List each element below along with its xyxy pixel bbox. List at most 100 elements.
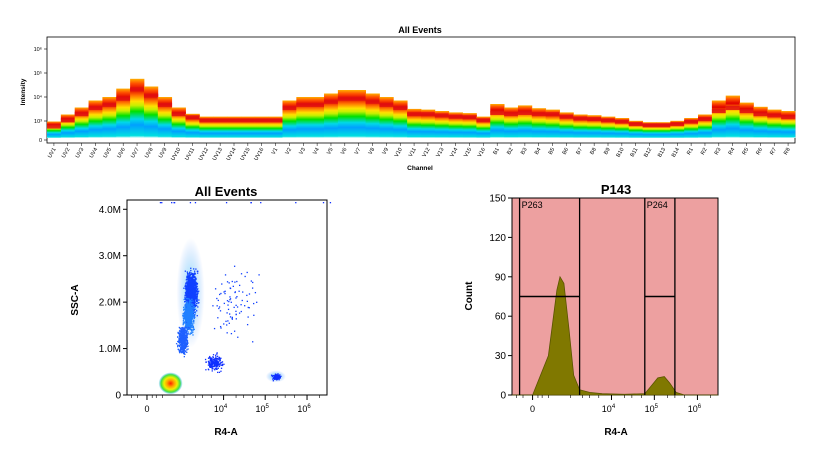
spectrum-y-tick-label: 0 (39, 138, 42, 144)
scatter-event (186, 342, 189, 344)
scatter-event (226, 312, 228, 314)
scatter-event (216, 364, 219, 367)
scatter-event (254, 291, 257, 294)
scatter-event (182, 331, 184, 333)
scatter-event (192, 294, 194, 296)
scatter-event (193, 304, 195, 307)
spectrum-bar-v12 (421, 109, 436, 138)
scatter-event (228, 282, 230, 284)
scatter-event (194, 293, 196, 295)
scatter-event (187, 281, 189, 284)
scatter-event (188, 300, 191, 303)
scatter-event (190, 300, 192, 303)
scatter-event (184, 350, 186, 352)
scatter-event (183, 329, 186, 331)
scatter-event (186, 305, 188, 307)
scatter-event (190, 293, 193, 295)
scatter-event (220, 327, 222, 329)
scatter-event (186, 308, 188, 310)
scatter-event (190, 313, 192, 315)
spectrum-bar-r8 (781, 111, 796, 138)
scatter-event (187, 308, 190, 310)
scatter-event (184, 284, 187, 286)
scatter-event (232, 285, 234, 288)
spectrum-bar-r5 (739, 102, 754, 138)
scatter-event (215, 362, 217, 364)
scatter-event (183, 315, 185, 317)
scatter-event (192, 334, 194, 336)
scatter-event (193, 328, 195, 331)
scatter-event (184, 346, 186, 349)
scatter-event (196, 300, 198, 302)
scatter-event (217, 299, 219, 302)
scatter-event (195, 302, 198, 305)
scatter-event (190, 273, 193, 276)
scatter-event (188, 280, 191, 283)
scatter-event (215, 367, 217, 370)
scatter-event (185, 330, 187, 333)
scatter-event (186, 299, 189, 301)
scatter-event (185, 310, 188, 312)
scatter-event (213, 364, 216, 366)
histogram-y-tick-label: 60 (495, 312, 507, 323)
scatter-event (192, 327, 195, 329)
scatter-event (219, 359, 221, 361)
scatter-event (192, 275, 194, 277)
histogram-x-label: R4-A (604, 427, 627, 438)
scatter-event (231, 317, 233, 320)
spectrum-median-v10 (393, 106, 408, 110)
spectrum-x-tick-label: UV8 (144, 147, 155, 159)
scatter-event (183, 339, 185, 341)
histogram-gates: P263 P264 (518, 198, 676, 395)
scatter-event (191, 298, 193, 300)
histogram-y-tick-label: 0 (500, 391, 506, 402)
scatter-event (159, 202, 162, 204)
scatter-event (180, 345, 183, 347)
spectrum-x-tick-label: V1 (271, 147, 280, 156)
scatter-event (236, 295, 238, 298)
scatter-event (190, 295, 193, 298)
scatter-event (192, 331, 194, 333)
scatter-event (184, 343, 186, 345)
scatter-event (192, 292, 195, 294)
scatter-event (207, 357, 210, 359)
scatter-event (185, 290, 188, 293)
scatter-event (182, 314, 184, 316)
scatter-event (185, 343, 188, 346)
scatter-event (177, 340, 180, 342)
scatter-event (185, 313, 187, 316)
scatter-event (192, 315, 195, 317)
scatter-event (187, 289, 189, 291)
spectrum-median-uv1 (47, 124, 62, 129)
scatter-event (188, 328, 190, 330)
scatter-event (194, 296, 196, 299)
scatter-event (181, 348, 183, 351)
scatter-event (223, 291, 225, 293)
scatter-event (215, 362, 217, 365)
scatter-event (196, 285, 198, 288)
spectrum-median-b12 (642, 123, 657, 128)
scatter-event (210, 357, 213, 360)
scatter-event (181, 335, 183, 337)
scatter-event (252, 341, 254, 343)
scatter-event (186, 287, 188, 289)
scatter-event (183, 287, 185, 289)
scatter-event (180, 336, 182, 338)
spectrum-median-r2 (698, 117, 713, 122)
scatter-event (192, 279, 194, 281)
scatter-event (181, 340, 183, 342)
spectrum-x-tick-label: UV6 (116, 147, 127, 159)
scatter-event (193, 276, 195, 278)
spectrum-x-tick-label: R7 (769, 147, 778, 156)
scatter-event (189, 319, 191, 321)
scatter-event (179, 330, 181, 332)
scatter-event (216, 305, 218, 307)
scatter-event (185, 311, 187, 314)
scatter-event (189, 287, 192, 290)
scatter-event (189, 285, 192, 287)
scatter-event (214, 364, 217, 367)
scatter-event (186, 343, 189, 346)
scatter-event (235, 304, 237, 307)
scatter-event (227, 308, 230, 311)
scatter-event (250, 202, 252, 204)
